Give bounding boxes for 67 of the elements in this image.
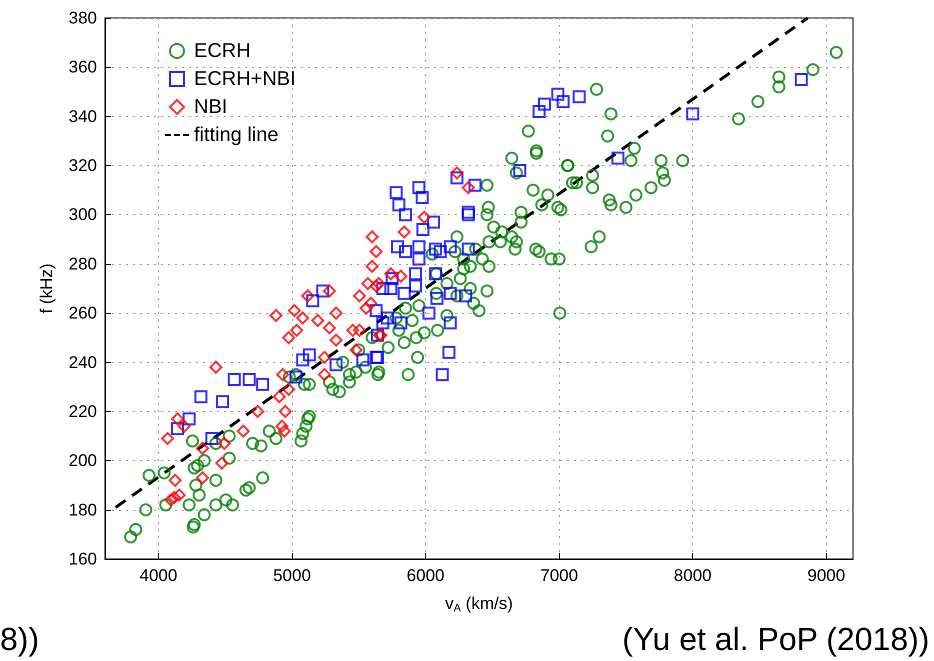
text: 8)) [0,621,40,657]
legend-label: ECRH+NBI [194,68,296,90]
point [322,321,336,334]
y-tick-label: 220 [68,402,97,421]
point [290,324,304,337]
point [364,296,378,310]
point [360,302,373,315]
point [352,289,366,302]
point [161,432,174,446]
text: (Yu et al. PoP (2018)) [622,621,930,657]
y-tick-label: 360 [68,58,97,77]
point [218,436,231,450]
point [272,390,286,404]
point [370,245,383,258]
point [168,474,182,487]
y-tick-label: 180 [68,500,97,520]
point [196,442,210,455]
x-tick-label: 9000 [807,566,846,585]
point [361,277,374,290]
point [278,404,292,418]
y-tick-label: 200 [68,451,97,470]
y-tick-label: 260 [68,304,97,323]
point [318,350,331,364]
x-tick-label: 4000 [140,566,178,585]
point [276,368,290,382]
y-tick-label: 280 [68,254,97,274]
y-tick-label: 160 [68,550,97,568]
y-tick-label: 240 [68,352,97,372]
point [288,304,301,318]
legend-label: fitting line [194,124,278,146]
y-tick-label: 340 [68,106,97,126]
legend-label: NBI [194,96,228,118]
point [209,360,222,374]
point [172,488,186,502]
y-tick-label: 380 [68,8,97,28]
point [366,230,379,244]
x-tick-label: 8000 [674,566,712,585]
point [330,334,343,347]
point [346,324,360,337]
point [282,382,296,396]
point [296,312,310,325]
point [350,343,363,356]
x-tick-label: 7000 [540,566,578,585]
y-tick-label: 320 [68,156,97,176]
point [278,424,291,438]
x-tick-label: 6000 [406,566,444,585]
legend-label: ECRH [194,40,251,62]
point [318,368,331,382]
point [398,225,411,238]
x-tick-label: 5000 [273,566,311,585]
y-axis-title: f (kHz) [37,263,56,314]
point [352,324,366,337]
point [215,456,228,470]
point [311,314,324,327]
y-tick-label: 300 [68,205,97,224]
point [269,309,282,322]
point [164,493,178,506]
point [366,260,379,273]
point [168,491,181,504]
point [275,420,288,433]
point [251,404,264,418]
point [282,331,296,344]
point [418,210,431,224]
point [330,306,343,320]
point [196,471,210,484]
point [236,424,250,438]
point [171,412,184,426]
